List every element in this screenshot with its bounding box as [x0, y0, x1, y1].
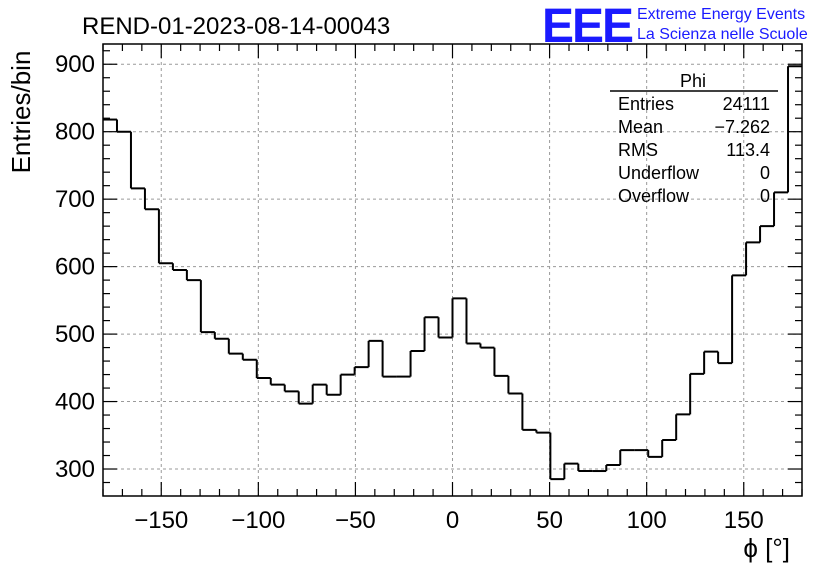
histogram-bin	[311, 383, 327, 404]
histogram-bin	[409, 349, 425, 377]
histogram-bin	[731, 274, 747, 364]
histogram-bin	[451, 297, 467, 338]
histogram-bin	[143, 188, 159, 211]
histogram-bin	[745, 241, 761, 276]
y-tick-label: 800	[55, 119, 95, 146]
logo-line-2: La Scienza nelle Scuole	[637, 26, 808, 43]
grid	[103, 44, 802, 496]
histogram-bin	[577, 463, 593, 473]
histogram-bin	[199, 280, 215, 334]
ticks: −150 −100 −50 0 50 100 150 300 400 500 600 700 800 90…	[55, 44, 803, 534]
histogram-bin	[787, 65, 802, 193]
histogram-bin	[689, 372, 705, 415]
stats-label-rms: RMS	[618, 140, 658, 160]
histogram-bin	[269, 377, 285, 386]
histogram-bin	[619, 449, 635, 465]
histogram-bin	[437, 317, 453, 339]
histogram-bin	[353, 366, 369, 375]
histogram-bin	[563, 462, 579, 480]
x-axis-label: ϕ [°]	[743, 533, 790, 563]
x-tick-label: 150	[724, 507, 764, 534]
histogram-bin	[367, 339, 383, 368]
stats-label-overflow: Overflow	[618, 186, 690, 206]
histogram-bin	[283, 384, 299, 393]
y-tick-label: 500	[55, 321, 95, 348]
histogram-bin	[521, 393, 537, 431]
x-tick-label: −150	[134, 507, 188, 534]
stats-value-rms: 113.4	[726, 140, 770, 160]
histogram-bin	[465, 298, 481, 345]
y-tick-label: 700	[55, 186, 95, 213]
logo-mark: EEE	[542, 0, 633, 53]
histogram-bin	[115, 119, 131, 133]
histogram-bin	[661, 439, 677, 457]
stats-label-mean: Mean	[618, 117, 663, 137]
stats-label-entries: Entries	[618, 94, 674, 114]
stats-value-entries: 24111	[723, 94, 770, 114]
histogram-bin	[129, 131, 145, 190]
histogram-bin	[171, 263, 187, 271]
histogram-bin	[213, 332, 229, 340]
histogram-bin	[241, 353, 257, 361]
histogram-bin	[325, 384, 341, 396]
y-tick-label: 400	[55, 389, 95, 416]
histogram-bin	[423, 316, 439, 351]
histogram-bin	[479, 343, 495, 349]
histogram-bin	[507, 375, 523, 395]
stats-value-underflow: 0	[760, 163, 770, 183]
histogram-bin	[493, 347, 509, 377]
chart-title: REND-01-2023-08-14-00043	[82, 13, 390, 40]
eee-logo: EEE Extreme Energy Events La Scienza nel…	[542, 0, 808, 53]
x-tick-label: 100	[627, 507, 667, 534]
histogram-bin	[759, 225, 775, 243]
histogram-bin	[535, 429, 551, 434]
histogram-bin	[703, 350, 719, 374]
x-tick-label: −100	[231, 507, 285, 534]
histogram-bin	[381, 340, 397, 378]
stats-value-mean: −7.262	[714, 117, 770, 137]
y-axis-label: Entries/bin	[6, 51, 36, 174]
histogram-bin	[185, 270, 201, 282]
histogram-bin	[297, 391, 313, 405]
histogram-series	[103, 65, 802, 481]
histogram-bin	[605, 463, 621, 472]
y-tick-label: 300	[55, 456, 95, 483]
x-tick-label: 50	[536, 507, 563, 534]
stats-title: Phi	[680, 71, 706, 91]
histogram-bin	[717, 351, 733, 365]
y-tick-label: 600	[55, 254, 95, 281]
stats-label-underflow: Underflow	[618, 163, 700, 183]
histogram-bin	[549, 432, 565, 481]
histogram-bin	[339, 373, 355, 395]
histogram-bin	[227, 338, 243, 355]
x-tick-label: 0	[446, 507, 459, 534]
histogram-bin	[647, 450, 663, 458]
stats-value-overflow: 0	[760, 186, 770, 206]
x-tick-label: −50	[335, 507, 376, 534]
histogram-bin	[675, 413, 691, 441]
stats-box: Phi Entries 24111 Mean −7.262 RMS 113.4 …	[610, 71, 778, 206]
histogram-bin	[255, 359, 271, 379]
histogram-bin	[157, 209, 173, 265]
logo-line-1: Extreme Energy Events	[637, 6, 805, 23]
y-tick-label: 900	[55, 51, 95, 78]
histogram-bin	[773, 191, 789, 227]
